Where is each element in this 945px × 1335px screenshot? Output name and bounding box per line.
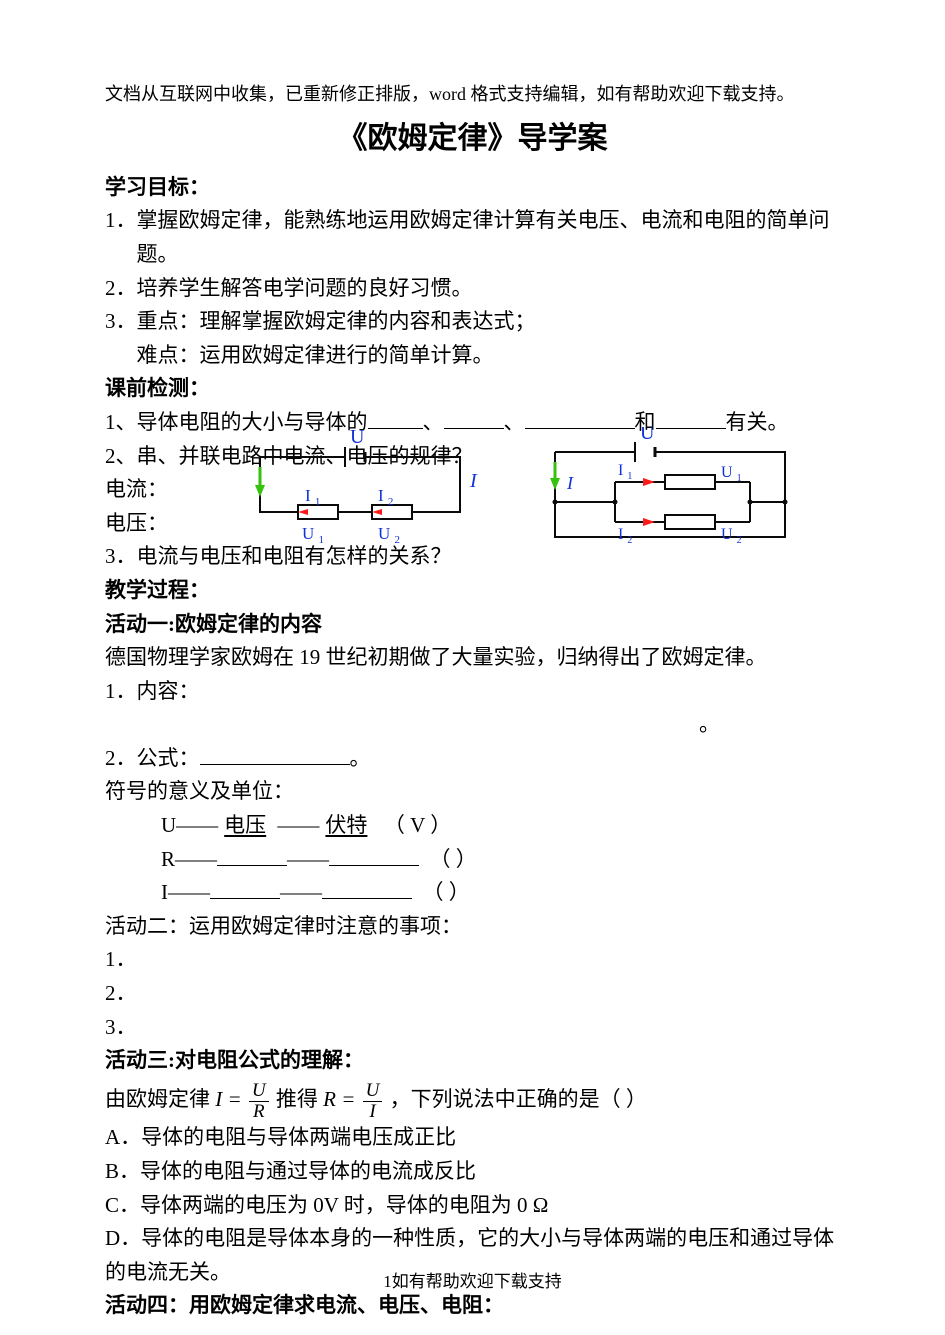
- symbols-heading: 符号的意义及单位：: [105, 775, 840, 809]
- pretest-2-i: 电流：: [105, 473, 840, 507]
- activity1-period: 。: [105, 708, 840, 742]
- pretest-2-v: 电压：: [105, 507, 840, 541]
- doc-title: 《欧姆定律》导学案: [105, 115, 840, 163]
- pretest-1: 1、导体电阻的大小与导体的、、和有关。: [105, 406, 840, 440]
- symbol-row-i: I———— （ ）: [105, 876, 840, 910]
- activity1-intro: 德国物理学家欧姆在 19 世纪初期做了大量实验，归纳得出了欧姆定律。: [105, 641, 840, 675]
- symbol-row-r: R———— （ ）: [105, 843, 840, 877]
- activity2-heading: 活动二：运用欧姆定律时注意的事项：: [105, 910, 840, 944]
- activity2-1: 1．: [105, 943, 840, 977]
- fraction-u-over-i: U I: [363, 1081, 383, 1122]
- activity2-2: 2．: [105, 977, 840, 1011]
- goal-1: 1．掌握欧姆定律，能熟练地运用欧姆定律计算有关电压、电流和电阻的简单问题。: [105, 204, 840, 271]
- option-a: A．导体的电阻与导体两端电压成正比: [105, 1121, 840, 1155]
- proc-heading: 教学过程：: [105, 574, 840, 608]
- option-b: B．导体的电阻与通过导体的电流成反比: [105, 1155, 840, 1189]
- blank: [329, 844, 419, 866]
- goals-heading: 学习目标：: [105, 171, 840, 205]
- page-footer: 1如有帮助欢迎下载支持: [0, 1268, 945, 1295]
- option-c: C．导体两端的电压为 0V 时，导体的电阻为 0 Ω: [105, 1189, 840, 1223]
- activity3-heading: 活动三:对电阻公式的理解：: [105, 1044, 840, 1078]
- pretest-heading: 课前检测：: [105, 372, 840, 406]
- blank: [368, 407, 423, 429]
- blank: [525, 407, 635, 429]
- blank: [444, 407, 504, 429]
- pretest-3: 3．电流与电压和电阻有怎样的关系？: [105, 540, 840, 574]
- blank: [322, 877, 412, 899]
- activity1-heading: 活动一:欧姆定律的内容: [105, 608, 840, 642]
- activity2-3: 3．: [105, 1011, 840, 1045]
- goal-3b: 难点：运用欧姆定律进行的简单计算。: [105, 339, 840, 373]
- blank: [217, 844, 287, 866]
- pretest-2: 2、串、并联电路中电流、电压的规律？: [105, 440, 840, 474]
- symbol-row-u: U——电压 ——伏特 （ V ）: [105, 809, 840, 843]
- blank: [210, 877, 280, 899]
- goal-3a: 3．重点：理解掌握欧姆定律的内容和表达式；: [105, 305, 840, 339]
- blank: [656, 407, 726, 429]
- goal-2: 2．培养学生解答电学问题的良好习惯。: [105, 272, 840, 306]
- activity3-line: 由欧姆定律 I = U R 推得 R = U I ，下列说法中正确的是（ ）: [105, 1078, 840, 1122]
- fraction-u-over-r: U R: [249, 1081, 269, 1122]
- header-note: 文档从互联网中收集，已重新修正排版，word 格式支持编辑，如有帮助欢迎下载支持…: [105, 80, 840, 109]
- blank: [200, 743, 350, 765]
- activity1-formula: 2．公式：。: [105, 742, 840, 776]
- activity1-content: 1．内容：: [105, 675, 840, 709]
